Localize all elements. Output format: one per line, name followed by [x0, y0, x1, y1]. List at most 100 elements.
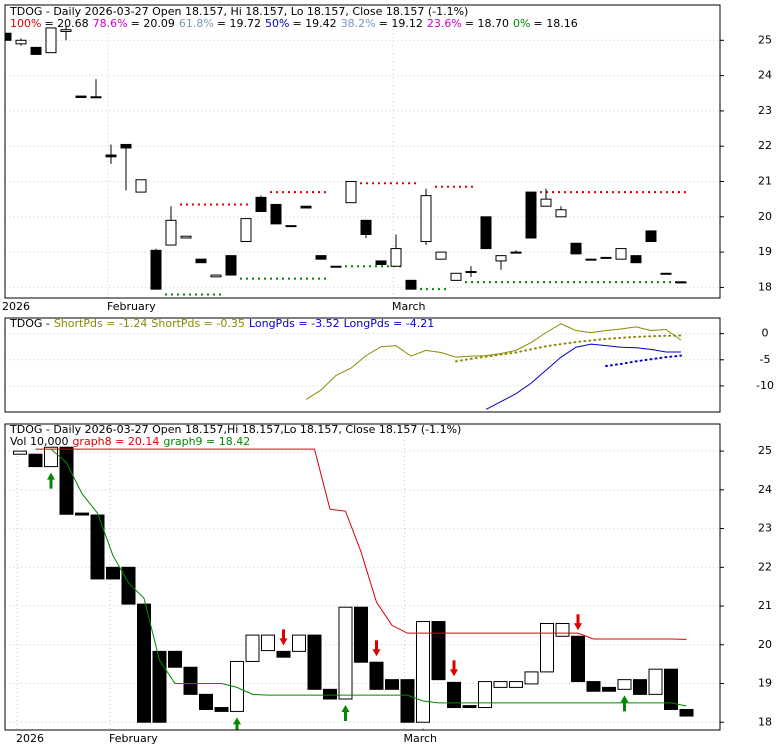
legend-entry: graph9 = 18.42	[163, 435, 250, 448]
candle-body	[75, 95, 87, 98]
y-tick-label: 22	[758, 560, 772, 573]
candle-body	[150, 249, 162, 290]
candle-body	[121, 566, 136, 605]
candle-body	[478, 681, 492, 709]
candle-body	[400, 679, 415, 723]
legend-entry: 38.2%	[341, 17, 376, 30]
candle-body	[330, 265, 342, 268]
candle-body	[360, 219, 372, 235]
sell-arrow	[372, 640, 381, 657]
legend-entry: = 19.12	[379, 17, 423, 30]
candle-body	[525, 191, 537, 239]
candle-body	[255, 196, 267, 213]
candle-body	[385, 679, 399, 690]
sell-arrow	[450, 660, 458, 677]
legend-entry: 61.8%	[179, 17, 214, 30]
candle-body	[105, 154, 117, 158]
candle-body	[45, 27, 57, 54]
candle-body	[555, 622, 570, 637]
y-tick-label: 20	[758, 638, 772, 651]
candle-body	[465, 271, 477, 274]
candle-body	[462, 705, 477, 709]
candle-body	[420, 195, 432, 243]
y-tick-label: 19	[758, 677, 772, 690]
y-tick-label: -10	[756, 379, 774, 392]
panel-frame	[4, 4, 721, 299]
legend-entry: TDOG -	[9, 317, 50, 330]
price-plot	[5, 5, 720, 298]
legend-entry: 100%	[10, 17, 41, 30]
candle-body	[540, 622, 554, 673]
candle-body	[524, 671, 539, 685]
candle-body	[405, 279, 417, 290]
x-tick-label: March	[404, 732, 438, 745]
candle-body	[664, 668, 678, 710]
series-line	[305, 323, 682, 400]
candle-body	[679, 708, 694, 717]
candle-body	[165, 219, 177, 246]
chart-title: TDOG - Daily 2026-03-27 Open 18.157,Hi 1…	[9, 423, 461, 436]
buy-arrow	[47, 472, 55, 489]
candle-body	[15, 39, 27, 45]
legend-entry: ShortPds = -0.35	[151, 317, 245, 330]
candle-body	[120, 143, 132, 149]
candle-body	[570, 242, 582, 255]
panel-frame	[4, 317, 721, 413]
candle-body	[602, 686, 616, 692]
legend-entry: = 18.16	[533, 17, 577, 30]
sell-arrow	[279, 629, 288, 646]
legend-entry: = 19.42	[292, 17, 336, 30]
candle-body	[60, 29, 72, 32]
candle-body	[225, 255, 237, 276]
y-tick-label: 18	[758, 280, 772, 293]
series-line	[455, 334, 682, 363]
candle-body	[369, 661, 384, 690]
legend-entry: 0%	[513, 17, 530, 30]
candle-body	[276, 650, 291, 658]
candle-body	[135, 179, 147, 193]
y-tick-label: 0	[762, 327, 769, 340]
candle-body	[106, 566, 120, 580]
candle-body	[210, 274, 222, 278]
y-tick-label: 22	[758, 139, 772, 152]
candle-body	[90, 514, 105, 580]
legend-entry: Vol 10,000	[10, 435, 68, 448]
candle-body	[285, 225, 297, 228]
y-tick-label: 20	[758, 210, 772, 223]
candle-body	[152, 650, 167, 723]
series-line	[35, 448, 687, 640]
candle-body	[431, 621, 446, 681]
legend-entry: LongPds = -4.21	[344, 317, 435, 330]
candle-body	[307, 634, 322, 690]
legend-entry: 50%	[265, 17, 289, 30]
signal-plot	[5, 424, 720, 730]
candle-body	[630, 255, 642, 264]
x-tick-label: March	[392, 300, 426, 313]
candle-body	[28, 453, 43, 468]
y-tick-label: 21	[758, 175, 772, 188]
candle-body	[44, 446, 58, 468]
x-tick-label: 2026	[2, 300, 30, 313]
x-tick-label: February	[107, 300, 156, 313]
candle-body	[345, 181, 357, 204]
candle-body	[137, 603, 151, 723]
y-tick-label: 23	[758, 522, 772, 535]
candle-body	[75, 512, 89, 516]
y-tick-label: 25	[758, 33, 772, 46]
candle-body	[338, 606, 353, 700]
candle-body	[199, 693, 213, 710]
legend-entry: = 19.72	[217, 17, 261, 30]
y-tick-label: 19	[758, 245, 772, 258]
candle-body	[375, 260, 387, 265]
candle-body	[586, 681, 601, 692]
buy-arrow	[341, 705, 350, 722]
y-tick-label: 21	[758, 599, 772, 612]
sell-arrow	[574, 614, 582, 631]
legend-entry: LongPds = -3.52	[249, 317, 340, 330]
candle-body	[354, 606, 368, 663]
legend-entry: = 20.68	[44, 17, 88, 30]
candle-body	[617, 679, 632, 690]
candle-body	[450, 272, 462, 281]
series-line	[485, 343, 682, 410]
